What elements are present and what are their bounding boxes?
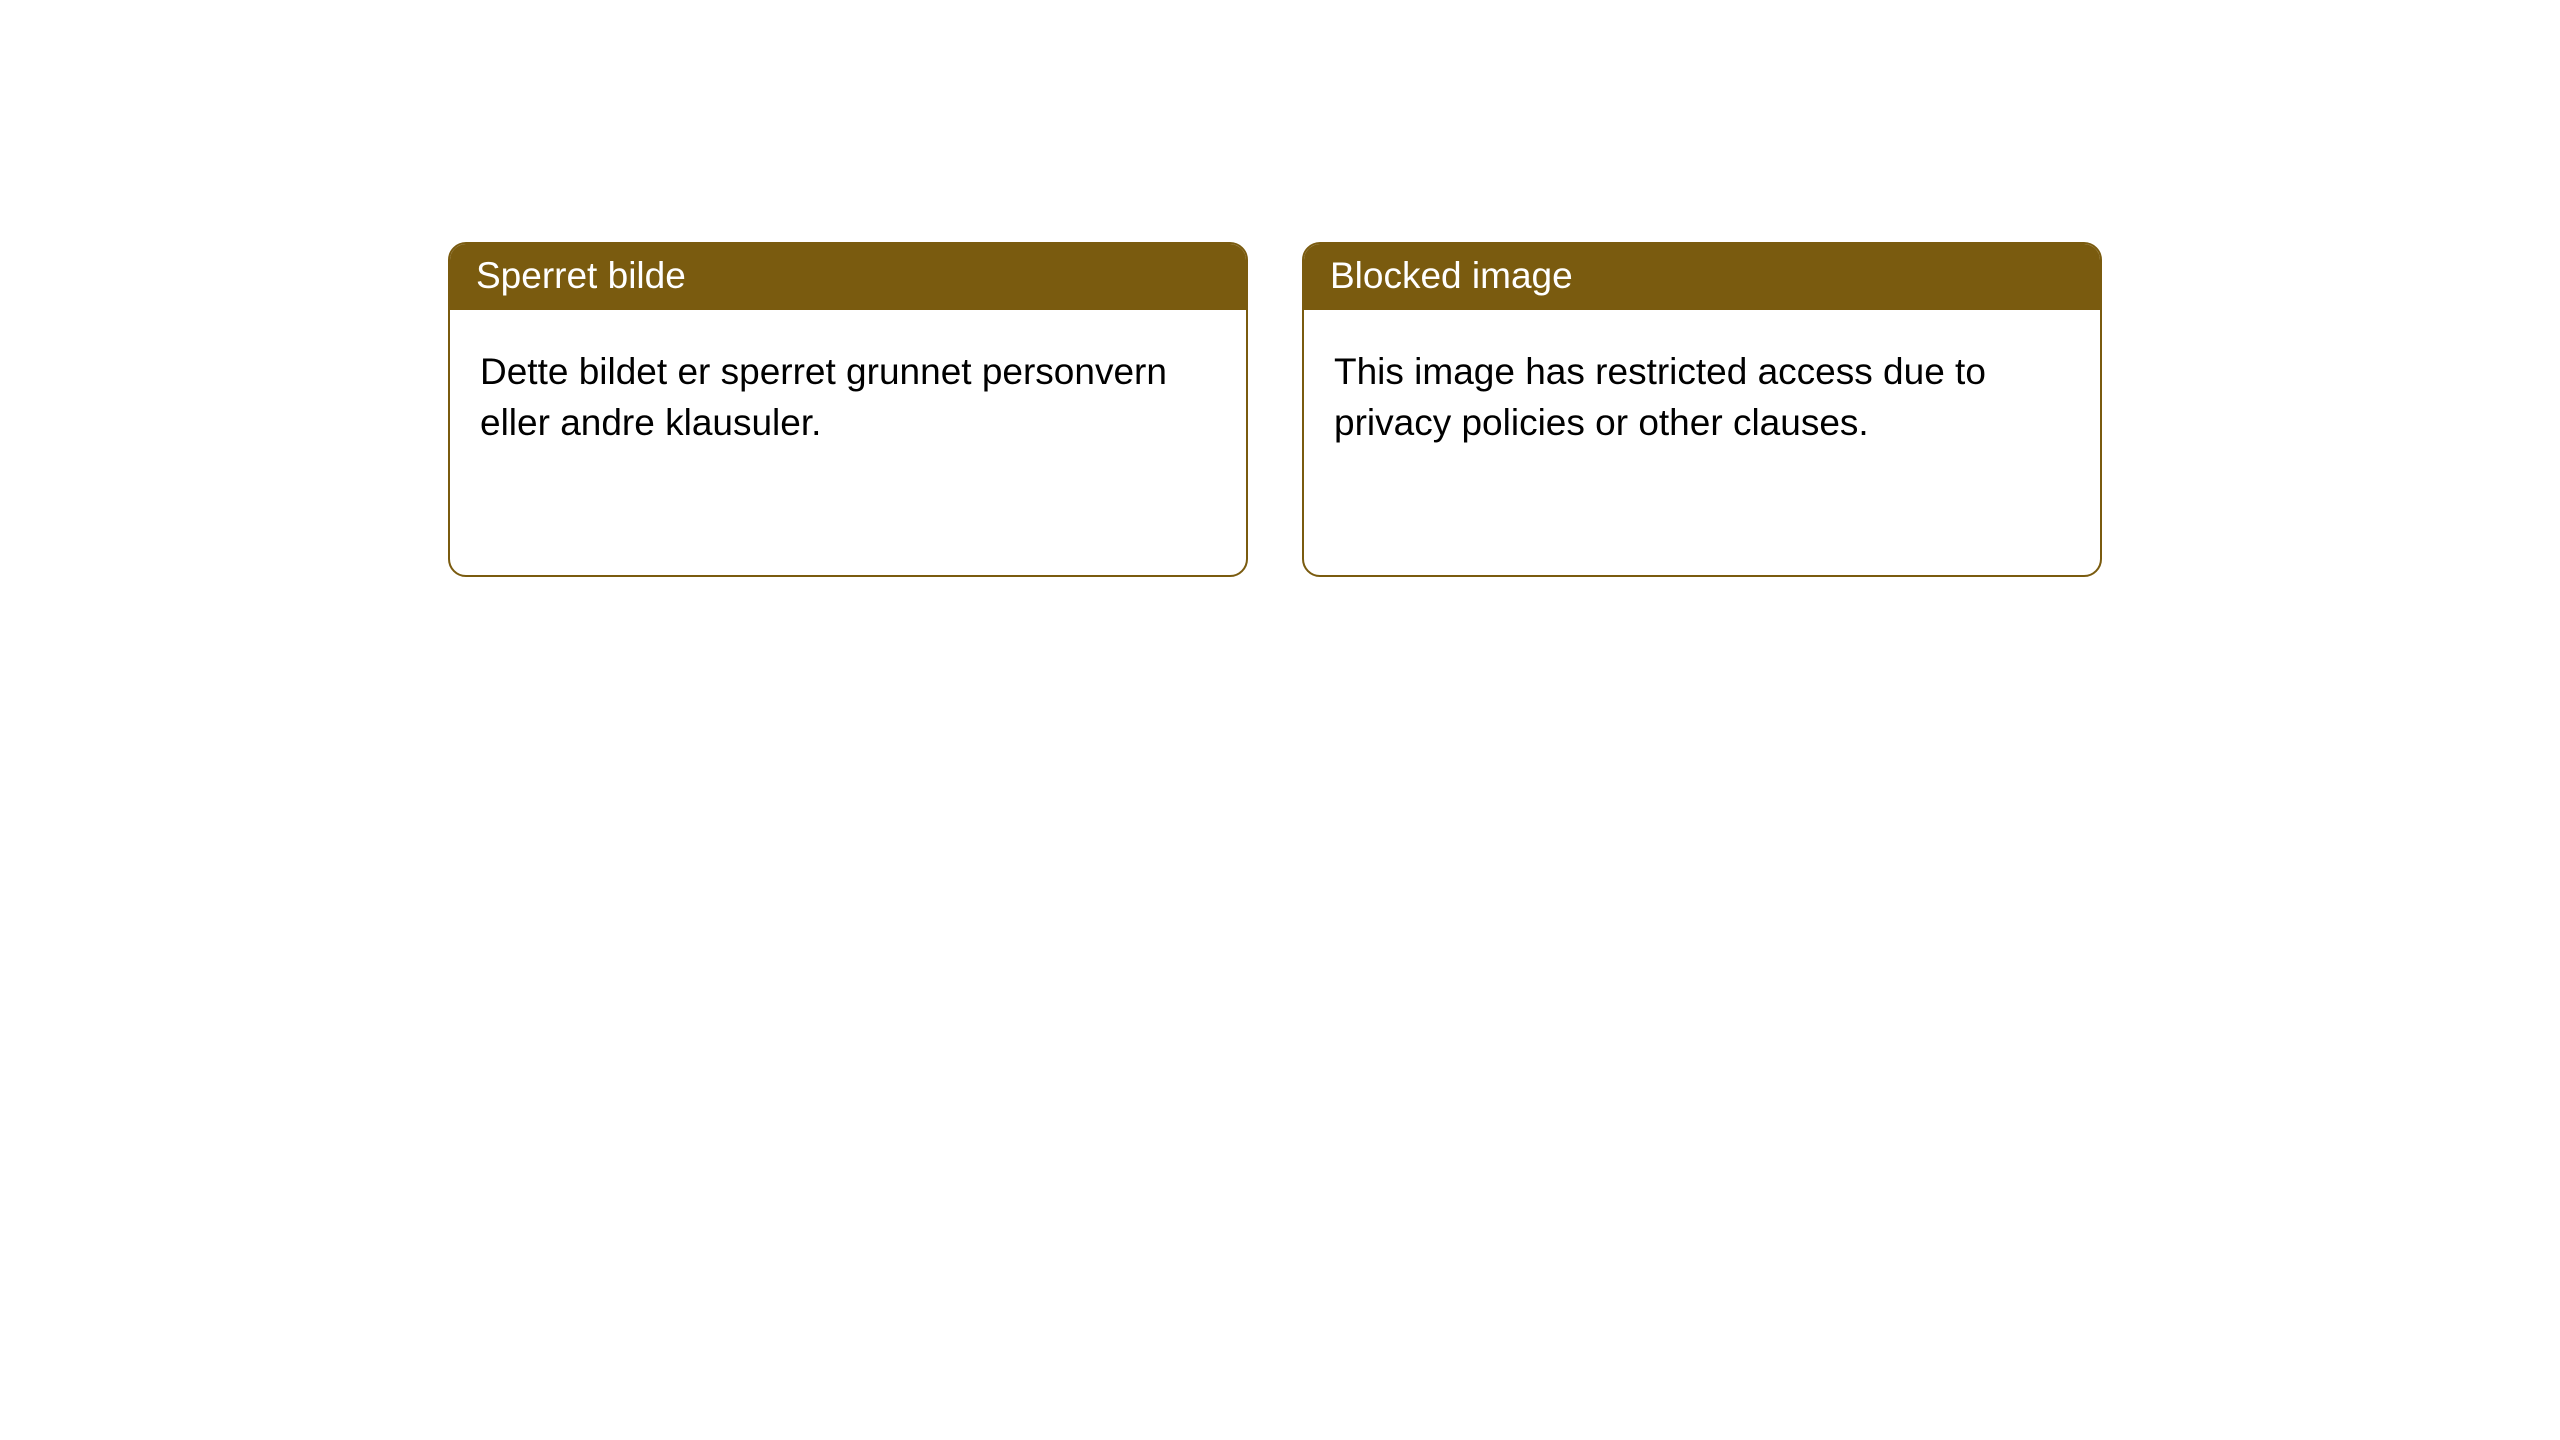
card-body-english: This image has restricted access due to … <box>1304 310 2100 484</box>
card-header-english: Blocked image <box>1304 244 2100 310</box>
card-body-norwegian: Dette bildet er sperret grunnet personve… <box>450 310 1246 484</box>
card-header-norwegian: Sperret bilde <box>450 244 1246 310</box>
notice-container: Sperret bilde Dette bildet er sperret gr… <box>0 0 2560 577</box>
blocked-image-card-norwegian: Sperret bilde Dette bildet er sperret gr… <box>448 242 1248 577</box>
blocked-image-card-english: Blocked image This image has restricted … <box>1302 242 2102 577</box>
